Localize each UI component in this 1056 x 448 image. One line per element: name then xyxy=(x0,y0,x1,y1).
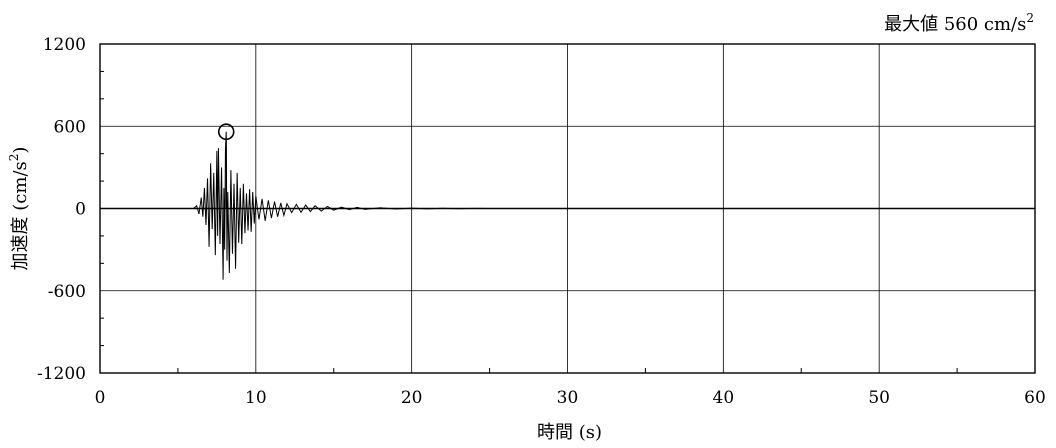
max-value: 560 xyxy=(944,14,978,35)
x-axis: 0 10 20 30 40 50 60 xyxy=(95,388,1046,408)
y-axis-title-suffix: ) xyxy=(10,147,31,154)
x-tick-label: 30 xyxy=(557,388,579,408)
max-value-annotation: 最大値 560 cm/s2 xyxy=(884,11,1034,35)
minor-ticks xyxy=(100,70,958,373)
y-axis-title-text: 加速度 (cm/s xyxy=(10,161,31,270)
y-tick-label: 0 xyxy=(75,200,86,220)
y-tick-label: -1200 xyxy=(37,364,86,384)
y-tick-label: 600 xyxy=(54,117,86,137)
x-tick-label: 0 xyxy=(95,388,106,408)
peak-marker xyxy=(217,123,235,141)
x-tick-label: 60 xyxy=(1024,388,1046,408)
x-tick-label: 50 xyxy=(868,388,890,408)
x-tick-label: 10 xyxy=(245,388,267,408)
y-axis-title-exponent: 2 xyxy=(7,154,21,162)
x-axis-title: 時間 (s) xyxy=(537,422,602,443)
y-axis-title: 加速度 (cm/s2) xyxy=(7,147,31,271)
series-line xyxy=(100,131,1035,280)
max-unit: cm/s xyxy=(984,14,1026,35)
x-tick-label: 20 xyxy=(401,388,423,408)
y-axis: 1200 600 0 -600 -1200 xyxy=(37,35,86,384)
max-prefix: 最大値 xyxy=(884,14,938,35)
x-tick-label: 40 xyxy=(713,388,735,408)
y-tick-label: 1200 xyxy=(43,35,86,55)
y-tick-label: -600 xyxy=(48,282,86,302)
max-unit-exponent: 2 xyxy=(1026,11,1034,25)
